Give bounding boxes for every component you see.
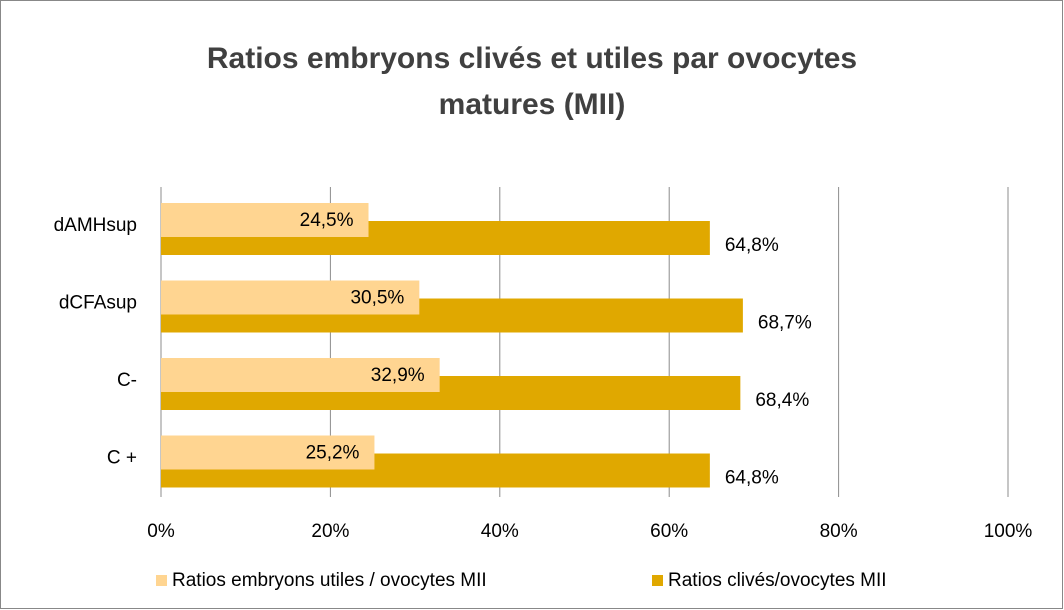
x-tick-label: 80%: [820, 521, 858, 542]
bar: [161, 203, 369, 237]
y-tick-label: dCFAsup: [59, 292, 137, 313]
x-tick-label: 40%: [481, 521, 519, 542]
data-label: 24,5%: [300, 210, 354, 231]
data-label: 64,8%: [725, 468, 779, 489]
y-tick-label: C +: [107, 447, 137, 468]
bar: [161, 435, 375, 470]
legend-label: Ratios embryons utiles / ovocytes MII: [172, 570, 487, 591]
x-tick-label: 100%: [984, 521, 1033, 542]
x-tick-label: 60%: [650, 521, 688, 542]
data-label: 68,4%: [755, 390, 809, 411]
x-tick-label: 20%: [311, 521, 349, 542]
data-label: 32,9%: [371, 365, 425, 386]
y-tick-label: C-: [117, 370, 137, 391]
data-label: 64,8%: [725, 235, 779, 256]
legend-swatch: [652, 575, 663, 586]
legend-swatch: [156, 575, 167, 586]
y-tick-label: dAMHsup: [54, 215, 137, 236]
chart-title: Ratios embryons clivés et utiles par ovo…: [206, 42, 858, 121]
bar: [161, 358, 440, 392]
legend-label: Ratios clivés/ovocytes MII: [668, 570, 887, 591]
data-label: 25,2%: [306, 443, 360, 464]
data-label: 68,7%: [758, 313, 812, 334]
data-label: 30,5%: [350, 288, 404, 309]
bar: [161, 280, 420, 315]
x-tick-label: 0%: [147, 521, 175, 542]
